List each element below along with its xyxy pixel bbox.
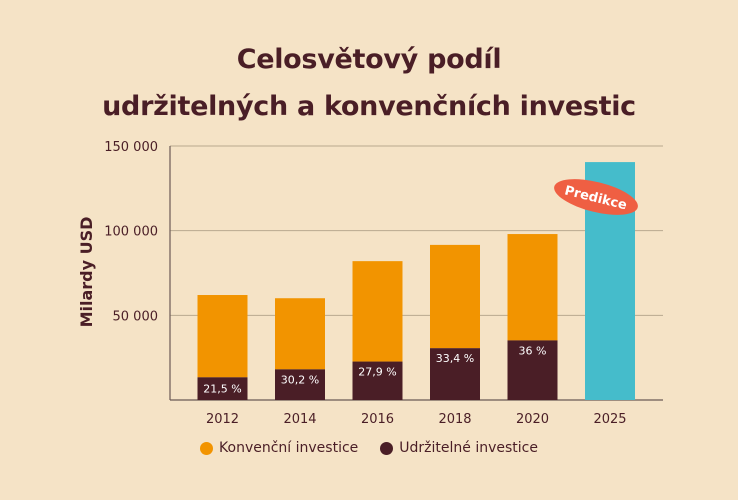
x-tick-label: 2020 xyxy=(516,412,549,427)
bar-conventional xyxy=(430,244,480,349)
x-tick-label: 2018 xyxy=(438,412,471,427)
x-tick-label: 2025 xyxy=(593,412,626,427)
share-label: 30,2 % xyxy=(281,373,319,386)
legend-label-conventional: Konvenční investice xyxy=(219,440,359,456)
bar-conventional xyxy=(197,295,248,378)
chart-title-line-2: udržitelných a konvenčních investic xyxy=(102,91,636,122)
chart-legend: Konvenční investice Udržitelné investice xyxy=(0,440,738,456)
bar-sustainable xyxy=(430,348,480,400)
bar-sustainable xyxy=(197,377,248,400)
bar-sustainable xyxy=(507,340,558,400)
chart-title-line-1: Celosvětový podíl xyxy=(236,44,502,75)
y-tick-label: 100 000 xyxy=(104,225,158,240)
x-tick-label: 2014 xyxy=(283,412,316,427)
share-label: 21,5 % xyxy=(203,383,241,396)
bar-conventional xyxy=(507,234,558,341)
share-label: 33,4 % xyxy=(436,352,474,365)
bar-conventional xyxy=(275,298,325,370)
legend-label-sustainable: Udržitelné investice xyxy=(399,440,538,456)
x-tick-label: 2016 xyxy=(361,412,394,427)
legend-swatch-sustainable xyxy=(380,441,394,455)
y-tick-label: 50 000 xyxy=(113,309,159,324)
legend-item-sustainable: Udržitelné investice xyxy=(380,440,538,456)
y-axis-label: Milardy USD xyxy=(77,217,96,328)
bar-conventional xyxy=(352,261,403,362)
share-label: 27,9 % xyxy=(358,366,396,379)
share-label: 36 % xyxy=(519,344,547,357)
y-tick-label: 150 000 xyxy=(104,140,158,155)
x-tick-label: 2012 xyxy=(206,412,239,427)
legend-swatch-conventional xyxy=(200,441,214,455)
bar-sustainable xyxy=(275,369,325,400)
bar-sustainable xyxy=(352,361,403,400)
prediction-badge xyxy=(554,179,638,215)
legend-item-conventional: Konvenční investice xyxy=(200,440,358,456)
